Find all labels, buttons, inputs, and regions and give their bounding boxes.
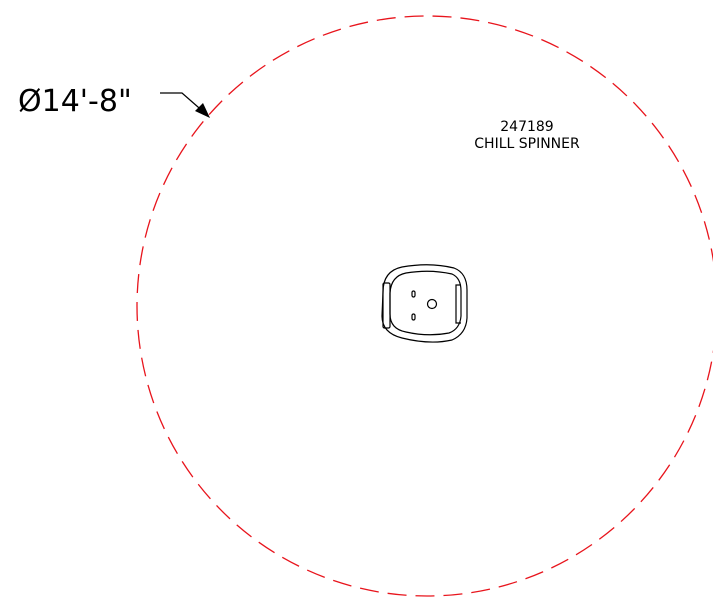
lower-port: [411, 313, 416, 321]
diameter-dimension-text: Ø14'-8": [18, 84, 132, 119]
housing-outer-outline: [381, 264, 468, 343]
equipment-name-label: CHILL SPINNER: [474, 136, 580, 152]
chill-spinner-plan-icon: [381, 264, 468, 343]
dimension-leader-line: [160, 92, 207, 115]
right-bracket: [455, 284, 461, 324]
left-panel: [382, 282, 391, 329]
center-shaft-circle: [426, 298, 438, 310]
equipment-id-label: 247189: [500, 119, 553, 135]
upper-port: [411, 290, 416, 298]
clearance-circle: [136, 15, 713, 597]
leader-arrowhead: [195, 103, 210, 118]
housing-inner-outline: [389, 270, 462, 336]
